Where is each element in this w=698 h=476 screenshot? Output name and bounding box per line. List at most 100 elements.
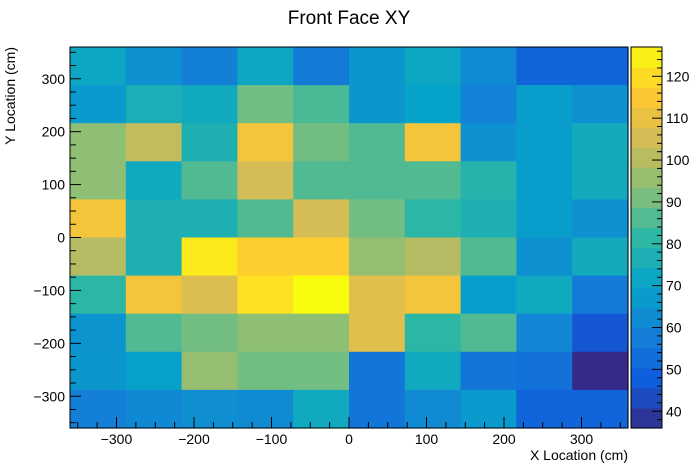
x-tick-label: 0 [345,431,353,447]
y-tick-label: 200 [42,124,66,140]
heatmap-cell [572,123,629,162]
heatmap-cell [70,237,127,277]
x-axis: −300 −200 −100 0 100 200 300 [77,417,621,447]
heatmap-cell [404,275,462,315]
colorbar-band [631,47,662,68]
heatmap-cell [181,351,238,391]
colorbar-tick-label: 100 [666,152,690,168]
heatmap-cell [460,47,517,86]
chart-title: Front Face XY [288,8,411,29]
colorbar-band [631,407,662,429]
heatmap-cell [572,85,629,124]
heatmap-cell [237,123,294,162]
heatmap-cell [572,275,629,315]
heatmap-cell [237,389,294,429]
heatmap-cell [125,237,183,277]
heatmap-cell [349,389,406,429]
heatmap-cell [181,161,238,200]
heatmap-cell [293,199,350,239]
heatmap-cell [293,389,350,429]
colorbar-tick-label: 70 [666,278,682,294]
x-tick-label: 100 [415,431,439,447]
heatmap-cell [460,123,517,162]
heatmap-cell [237,85,294,124]
heatmap-cell [349,85,406,124]
heatmap-cell [293,123,350,162]
heatmap-cell [181,313,238,353]
heatmap-cell [125,161,183,200]
heatmap-cell [293,47,350,86]
heatmap-cell [349,351,406,391]
heatmap-cell [349,275,406,315]
x-tick-label: 200 [492,431,516,447]
heatmap-cell [125,275,183,315]
heatmap-cell [572,199,629,239]
colorbar-band [631,207,662,229]
heatmap-cell [237,313,294,353]
heatmap-cell [237,237,294,277]
heatmap-cell [404,123,462,162]
y-axis: −300 −200 −100 0 100 200 300 [33,51,81,424]
heatmap-cell [404,389,462,429]
colorbar-tick-label: 110 [666,110,689,126]
colorbar-band [631,287,662,309]
heatmap-cell [460,199,517,239]
colorbar-band [631,187,662,209]
heatmap-cell [237,161,294,200]
heatmap-cell [460,389,517,429]
y-tick-label: −100 [33,282,65,298]
colorbar-band [631,87,662,108]
colorbar-tick-label: 80 [666,236,682,252]
x-tick-label: −100 [256,431,288,447]
colorbar-band [631,227,662,249]
heatmap-cell [460,85,517,124]
heatmap-cell [516,199,573,239]
colorbar-band [631,167,662,188]
heatmap-cell [125,313,183,353]
colorbar-tick-label: 40 [666,403,682,419]
heatmap-cell [460,351,517,391]
y-tick-label: −200 [33,335,65,351]
y-tick-label: 300 [42,71,66,87]
heatmap-cell [404,351,462,391]
heatmap-cell [460,237,517,277]
colorbar-band [631,327,662,349]
heatmap-cell [516,123,573,162]
heatmap-cell [404,313,462,353]
heatmap-cell [516,389,573,429]
heatmap-cell [181,199,238,239]
colorbar-band [631,247,662,269]
heatmap-cell [181,389,238,429]
heatmap-cell [125,389,183,429]
heatmap-cell [404,161,462,200]
heatmap-cell [572,351,629,391]
x-axis-label: X Location (cm) [530,447,628,463]
heatmap-cell [70,275,127,315]
heatmap-cell [125,199,183,239]
colorbar-band [631,347,662,369]
heatmap-cell [70,123,127,162]
x-tick-label: −300 [101,431,133,447]
heatmap-cell [125,123,183,162]
heatmap-cell [404,85,462,124]
heatmap-cell [181,47,238,86]
heatmap-cell [70,351,127,391]
heatmap-cell [460,161,517,200]
y-tick-label: −300 [33,388,65,404]
heatmap-cell [460,275,517,315]
heatmap-cell [516,313,573,353]
heatmap-cell [70,85,127,124]
heatmap-cell [237,199,294,239]
heatmap-cell [125,85,183,124]
heatmap-cell [237,351,294,391]
colorbar [631,47,662,429]
heatmap-cells [70,47,629,429]
colorbar-band [631,107,662,128]
heatmap-cell [293,161,350,200]
colorbar-tick-label: 50 [666,361,682,377]
heatmap-cell [237,275,294,315]
heatmap-cell [125,351,183,391]
y-tick-label: 100 [42,177,66,193]
heatmap-cell [349,237,406,277]
